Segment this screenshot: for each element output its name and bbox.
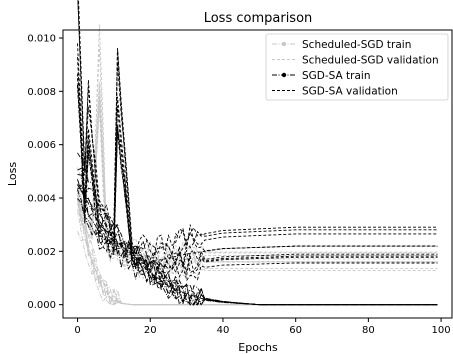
series-sgd-sa-validation (77, 0, 438, 284)
series-sgd-sa-train (77, 152, 438, 306)
series-run-line (77, 184, 438, 306)
x-tick-label: 0 (74, 325, 80, 336)
legend-box (265, 33, 449, 101)
y-tick-label: 0.006 (27, 140, 56, 151)
chart-title: Loss comparison (204, 11, 313, 26)
y-axis-ticks: 0.000 0.002 0.004 0.006 0.008 0.010 (27, 34, 63, 311)
y-tick-label: 0.002 (27, 247, 56, 258)
legend-label: Scheduled-SGD validation (302, 54, 439, 66)
x-tick-label: 20 (144, 325, 157, 336)
y-tick-label: 0.008 (27, 87, 56, 98)
series-run-line (77, 85, 438, 283)
plot-frame (62, 29, 453, 319)
x-tick-label: 60 (289, 325, 302, 336)
series-run-line (77, 78, 438, 284)
series-run-line (77, 167, 438, 306)
series-run-line (77, 73, 438, 278)
legend-label: SGD-SA validation (302, 85, 398, 97)
curves-layer (77, 0, 438, 306)
x-axis-ticks: 0 20 40 60 80 100 (74, 318, 451, 336)
x-tick-label: 100 (432, 325, 451, 336)
legend-label: Scheduled-SGD train (302, 39, 411, 51)
legend: Scheduled-SGD train Scheduled-SGD validat… (265, 33, 449, 101)
y-tick-label: 0.004 (27, 194, 56, 205)
x-axis-label: Epochs (238, 341, 278, 354)
series-run-line (77, 0, 438, 257)
legend-swatch-marker (281, 41, 287, 47)
legend-label: SGD-SA train (302, 70, 371, 82)
y-axis-label: Loss (6, 162, 19, 186)
x-tick-label: 80 (362, 325, 375, 336)
series-run-line (77, 82, 438, 265)
series-run-line (77, 96, 438, 281)
series-run-line (77, 85, 438, 263)
x-tick-label: 40 (217, 325, 230, 336)
y-tick-label: 0.010 (27, 34, 56, 45)
y-tick-label: 0.000 (27, 300, 56, 311)
series-run-line (77, 82, 438, 275)
legend-swatch-marker (281, 72, 287, 78)
